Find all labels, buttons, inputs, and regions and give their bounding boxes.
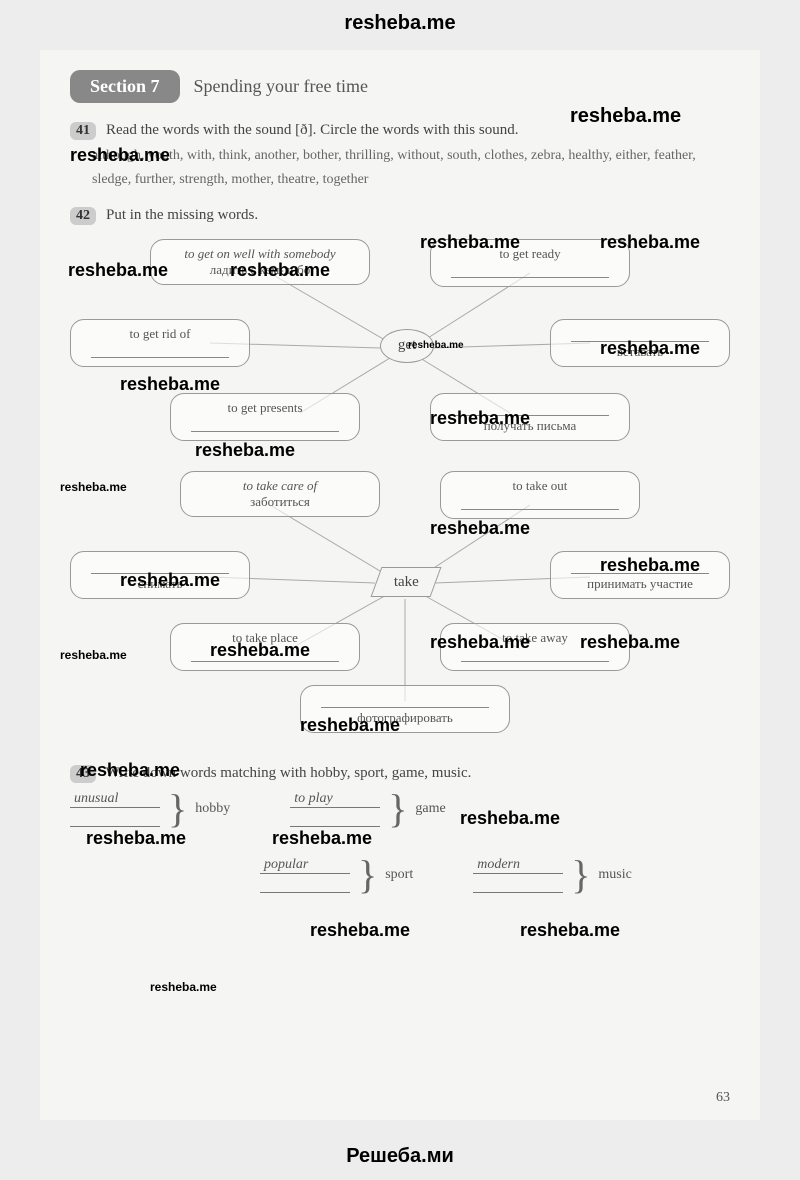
match-label: music — [598, 867, 631, 883]
exercise-42: 42 Put in the missing words. to get on w… — [70, 206, 730, 751]
blank-line — [321, 694, 489, 708]
exercise-41: 41 Read the words with the sound [ð]. Ci… — [70, 121, 730, 192]
bubble: to get ready — [430, 239, 630, 287]
bubble: to get rid of — [70, 319, 250, 367]
bubble: вставать — [550, 319, 730, 367]
ex-num: 41 — [70, 122, 96, 140]
blank-line — [91, 560, 229, 574]
bubble-bot: фотографировать — [357, 710, 453, 725]
page: Section 7 Spending your free time 41 Rea… — [40, 50, 760, 1120]
bubble-top: to get rid of — [129, 326, 190, 341]
blank-line — [571, 560, 709, 574]
bubble-bot: принимать участие — [587, 576, 693, 591]
bottom-watermark: Решеба.ми — [0, 1145, 800, 1168]
bubble-top: to take away — [502, 630, 568, 645]
match-row: popular } sport modern } music — [260, 857, 730, 893]
bubble-bot: ладить с кем-либо — [210, 262, 311, 277]
get-diagram: to get on well with somebody ладить с ке… — [70, 233, 730, 463]
match-word: modern — [473, 857, 563, 874]
bubble-bot: получать письма — [484, 418, 577, 433]
section-title: Spending your free time — [194, 76, 368, 97]
blank-line — [461, 496, 619, 510]
blank — [290, 826, 380, 827]
brace-icon: } — [571, 859, 590, 891]
match-label: sport — [385, 867, 413, 883]
bubble-top: to take care of — [193, 478, 367, 494]
bubble-top: to take out — [513, 478, 568, 493]
exercise-43: 43 Write down words matching with hobby,… — [70, 765, 730, 893]
blank-line — [91, 344, 229, 358]
match-group: unusual } hobby — [70, 791, 230, 827]
center-take: take — [371, 567, 442, 597]
match-label: game — [415, 801, 445, 817]
match-word: unusual — [70, 791, 160, 808]
match-row: unusual } hobby to play } game — [70, 791, 730, 827]
blank — [70, 826, 160, 827]
match-word: to play — [290, 791, 380, 808]
match-group: to play } game — [290, 791, 446, 827]
bubble-bot: снимать — [138, 576, 183, 591]
bubble-bot: заботиться — [250, 494, 310, 509]
match-group: modern } music — [473, 857, 632, 893]
blank-line — [571, 328, 709, 342]
bubble: получать письма — [430, 393, 630, 441]
match-group: popular } sport — [260, 857, 413, 893]
brace-icon: } — [388, 793, 407, 825]
blank — [473, 892, 563, 893]
section-tab: Section 7 — [70, 70, 180, 103]
bubble: to take care of заботиться — [180, 471, 380, 517]
bubble: to get presents — [170, 393, 360, 441]
bubble-bot: вставать — [617, 344, 663, 359]
brace-icon: } — [358, 859, 377, 891]
ex-prompt: Write down words matching with hobby, sp… — [106, 765, 472, 781]
bubble: to take place — [170, 623, 360, 671]
bubble-top: to get on well with somebody — [163, 246, 357, 262]
match-word: popular — [260, 857, 350, 874]
center-get: get — [380, 329, 434, 363]
bubble: to take out — [440, 471, 640, 519]
bubble: снимать — [70, 551, 250, 599]
blank-line — [451, 264, 609, 278]
match-label: hobby — [195, 801, 230, 817]
ex-prompt: Read the words with the sound [ð]. Circl… — [106, 122, 518, 138]
bubble: принимать участие — [550, 551, 730, 599]
ex-num: 43 — [70, 765, 96, 783]
take-diagram: to take care of заботиться to take out с… — [70, 471, 730, 751]
word-list: although, youth, with, think, another, b… — [70, 144, 730, 192]
bubble: фотографировать — [300, 685, 510, 733]
section-header: Section 7 Spending your free time — [70, 70, 730, 103]
blank-line — [191, 648, 339, 662]
blank-line — [451, 402, 609, 416]
bubble: to get on well with somebody ладить с ке… — [150, 239, 370, 285]
blank — [260, 892, 350, 893]
brace-icon: } — [168, 793, 187, 825]
bubble-top: to get ready — [499, 246, 560, 261]
ex-prompt: Put in the missing words. — [106, 207, 258, 223]
top-watermark: resheba.me — [0, 12, 800, 35]
ex-num: 42 — [70, 207, 96, 225]
blank-line — [461, 648, 609, 662]
bubble: to take away — [440, 623, 630, 671]
blank-line — [191, 418, 339, 432]
bubble-top: to take place — [232, 630, 298, 645]
page-number: 63 — [716, 1090, 730, 1106]
bubble-top: to get presents — [227, 400, 302, 415]
